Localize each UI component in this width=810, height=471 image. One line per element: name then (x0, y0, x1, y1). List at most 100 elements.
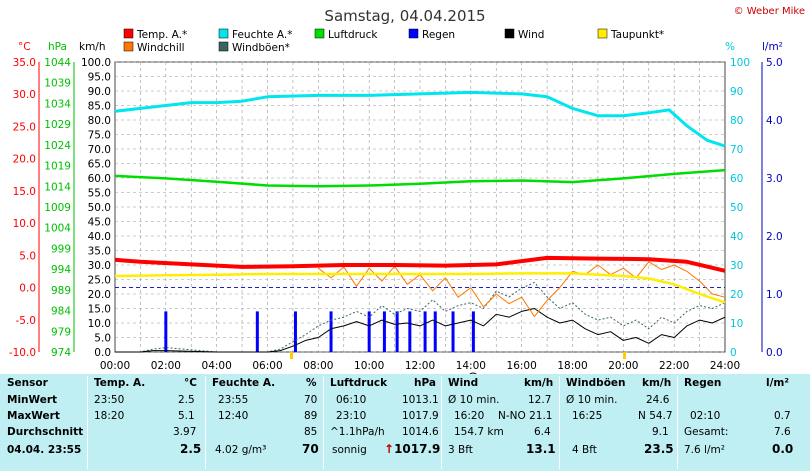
rain-bar-1 (255, 311, 259, 352)
kmh-tick-13: 35.0 (88, 246, 111, 258)
rain-bar-3 (329, 311, 333, 352)
kmh-tick-17: 15.0 (88, 304, 111, 316)
time-tick-5: 10:00 (354, 360, 384, 372)
hum-header: Feuchte A. (212, 377, 276, 389)
hpa-tick-9: 999 (51, 243, 71, 255)
kmh-tick-11: 45.0 (88, 217, 111, 229)
time-tick-4: 08:00 (303, 360, 333, 372)
temp-min-time: 23:50 (94, 394, 125, 406)
hpa-unit-label: hPa (48, 41, 67, 53)
series-line-wind (115, 308, 726, 353)
series-line-feuchte-a (114, 90, 726, 148)
hum-current: 70 (302, 442, 319, 456)
series-line-windchill (317, 261, 726, 318)
rain-tick-3: 2.0 (766, 231, 783, 243)
time-tick-10: 20:00 (608, 360, 638, 372)
moon-icon (469, 372, 477, 374)
rain-max: 0.7 (774, 410, 791, 422)
press-trend: ^1.1hPa/h (330, 426, 385, 438)
time-tick-0: 00:00 (100, 360, 130, 372)
gust-header: Windböen (566, 377, 626, 389)
kmh-tick-4: 80.0 (88, 115, 111, 127)
celsius-tick-6: 5.0 (19, 250, 36, 262)
hpa-tick-14: 974 (51, 347, 71, 359)
wind-header: Wind (448, 377, 479, 389)
wind-unit: km/h (524, 377, 554, 389)
hpa-tick-8: 1004 (44, 223, 71, 235)
stats-sensor-column: Sensor MinWert MaxWert Durchschnitt 04.0… (0, 374, 86, 471)
hum-avg: 85 (304, 426, 318, 438)
press-max: 1017.9 (402, 410, 439, 422)
rain-bar-9 (433, 311, 437, 352)
stats-temperature-column: Temp. A. °C 23:50 2.5 18:20 5.1 3.97 2.5 (88, 374, 204, 471)
time-tick-1: 02:00 (151, 360, 181, 372)
wind-beaufort: 3 Bft (448, 444, 473, 456)
legend-label-1: Feuchte A.* (232, 29, 293, 41)
press-forecast: sonnig (332, 444, 367, 456)
series-line-taupunkt (114, 272, 726, 304)
gust-day-avg: 9.1 (652, 426, 669, 438)
rain-tick-4: 1.0 (766, 289, 783, 301)
legend-swatch-2 (314, 28, 325, 39)
press-max-time: 23:10 (336, 410, 367, 422)
kmh-unit-label: km/h (79, 41, 106, 53)
rain-total-label: Gesamt: (684, 426, 729, 438)
percent-tick-3: 70 (730, 144, 743, 156)
legend-label-2: Luftdruck (328, 29, 378, 41)
gust-unit: km/h (642, 377, 672, 389)
temp-unit: °C (184, 377, 197, 389)
time-tick-7: 14:00 (456, 360, 486, 372)
legend-label-6: Windchill (137, 42, 185, 54)
rain-tick-0: 5.0 (766, 57, 783, 69)
press-min: 1013.1 (402, 394, 439, 406)
percent-tick-4: 60 (730, 173, 743, 185)
kmh-tick-16: 20.0 (88, 289, 111, 301)
weather-chart: Samstag, 04.04.2015 © Weber Mike Temp. A.*… (9, 6, 805, 374)
percent-tick-7: 30 (730, 260, 743, 272)
legend-swatch-0 (123, 28, 134, 39)
gust-beaufort: 4 Bft (572, 444, 597, 456)
row-label-min: MinWert (7, 394, 58, 406)
series-line-temp-a (114, 255, 726, 273)
rain-total: 7.6 (774, 426, 791, 438)
percent-tick-0: 100 (730, 57, 750, 69)
copyright-label: © Weber Mike (734, 6, 805, 17)
percent-tick-9: 10 (730, 318, 743, 330)
legend-swatch-3 (408, 28, 419, 39)
time-tick-11: 22:00 (659, 360, 689, 372)
moonrise-label: 06:57 (296, 373, 325, 374)
hum-min: 70 (304, 394, 318, 406)
hpa-tick-0: 1044 (44, 57, 71, 69)
kmh-tick-14: 30.0 (88, 260, 111, 272)
stats-humidity-column: Feuchte A. % 23:55 70 12:40 89 85 4.02 g… (206, 374, 322, 471)
rain-tick-1: 4.0 (766, 115, 783, 127)
time-tick-3: 06:00 (252, 360, 282, 372)
hum-min-time: 23:55 (218, 394, 249, 406)
time-tick-6: 12:00 (405, 360, 435, 372)
row-label-current: 04.04. 23:55 (7, 444, 82, 456)
press-current: ↑1017.9 (384, 442, 440, 457)
percent-tick-2: 80 (730, 115, 743, 127)
kmh-tick-10: 50.0 (88, 202, 111, 214)
temp-max: 5.1 (178, 410, 195, 422)
gust-avg-label: Ø 10 min. (566, 394, 618, 406)
chart-title: Samstag, 04.04.2015 (324, 7, 485, 25)
wind-avg-label: Ø 10 min. (448, 394, 500, 406)
moonset-label: 20:16 (629, 373, 658, 374)
stats-header-sensor: Sensor (7, 377, 48, 389)
percent-unit-label: % (725, 41, 735, 53)
sunset-marker (623, 352, 626, 359)
percent-tick-5: 50 (730, 202, 743, 214)
legend-label-7: Windböen* (232, 42, 290, 54)
sunrise-label: 07:02 (258, 373, 287, 374)
percent-tick-8: 20 (730, 289, 743, 301)
kmh-tick-3: 85.0 (88, 101, 111, 113)
sunset-label: 20:06 (592, 373, 621, 374)
press-unit: hPa (414, 377, 436, 389)
wind-max: N-NO 21.1 (498, 410, 553, 422)
kmh-tick-6: 70.0 (88, 144, 111, 156)
celsius-tick-3: 20.0 (13, 154, 36, 166)
rain-header: Regen (684, 377, 722, 389)
hpa-tick-1: 1039 (44, 78, 71, 90)
kmh-tick-0: 100.0 (81, 57, 111, 69)
